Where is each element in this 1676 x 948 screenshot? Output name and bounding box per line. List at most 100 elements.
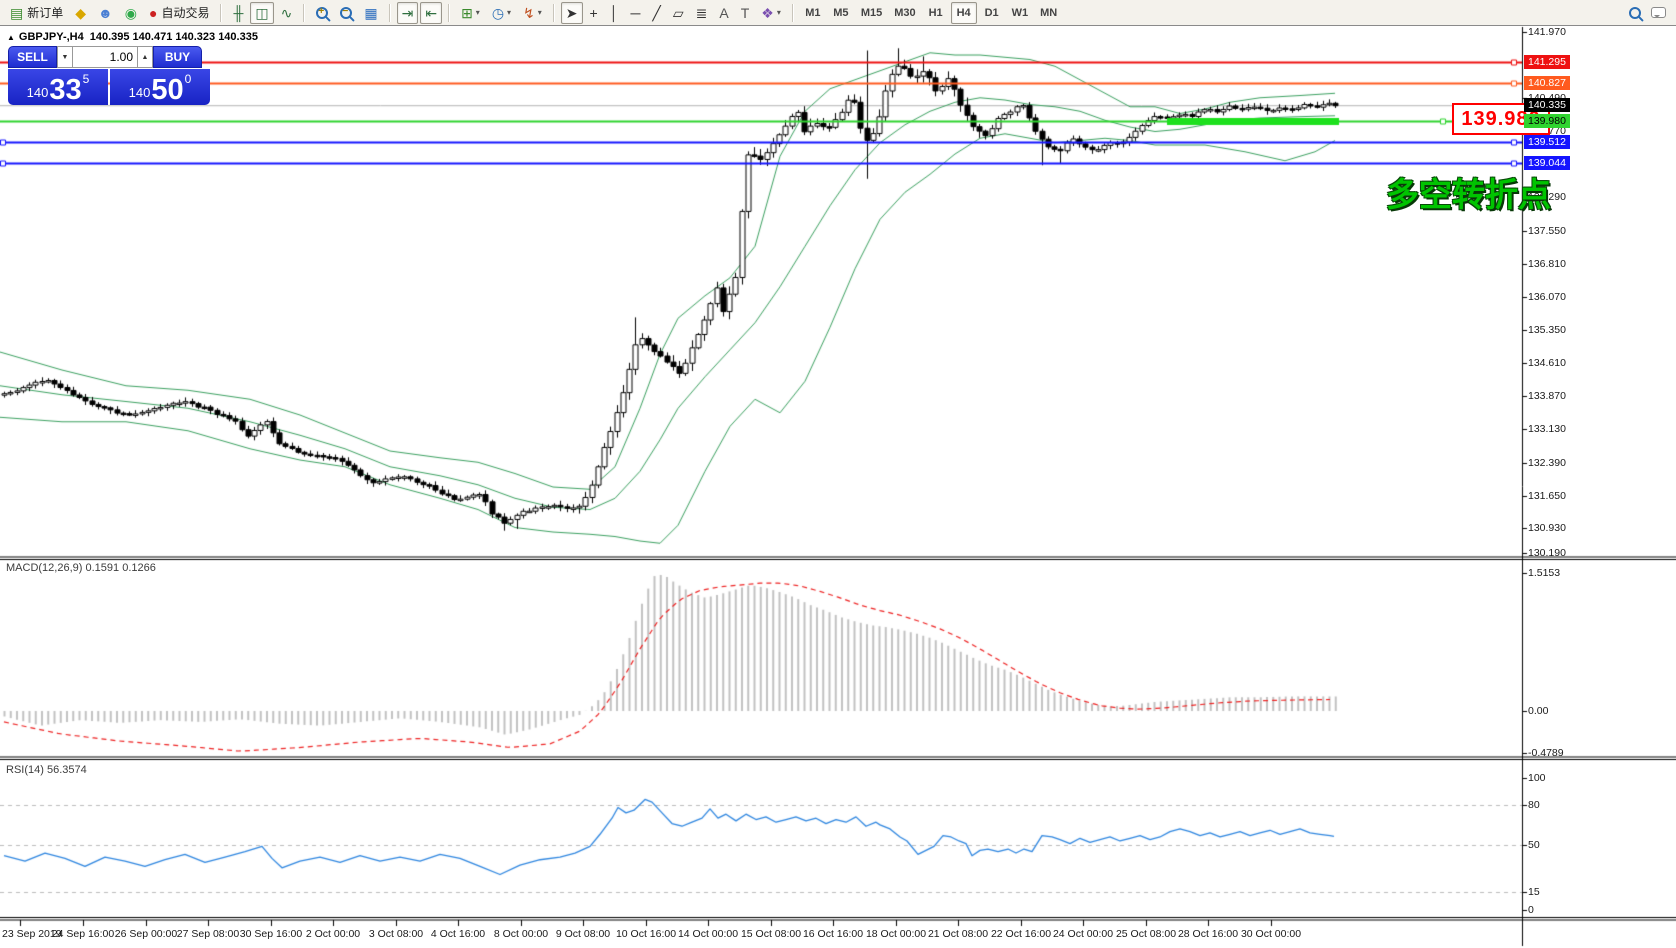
zoom-out-button[interactable] bbox=[335, 2, 357, 24]
timeframe-m5-button[interactable]: M5 bbox=[828, 2, 854, 24]
toolbar-group-4: ⊞ ▾ ◷ ▾ ↯ ▾ bbox=[455, 1, 548, 25]
chevron-down-icon: ▾ bbox=[776, 8, 781, 17]
toolbar-separator bbox=[552, 3, 555, 22]
buy-price-display[interactable]: 140 50 0 bbox=[110, 69, 210, 105]
bar-chart-icon: ╫ bbox=[233, 4, 244, 21]
trade-account-icon: ☻ bbox=[98, 4, 113, 21]
volume-decrease-button[interactable]: ▼ bbox=[57, 46, 73, 68]
horizontal-line-icon: ─ bbox=[630, 4, 641, 21]
price-axis-tick: 134.610 bbox=[1528, 356, 1566, 369]
tile-windows-button[interactable]: ▦ bbox=[359, 2, 382, 24]
trade-account-button[interactable]: ☻ bbox=[93, 2, 118, 24]
vertical-line-button[interactable]: │ bbox=[605, 2, 624, 24]
timeframe-d1-button[interactable]: D1 bbox=[979, 2, 1005, 24]
zoom-in-button[interactable] bbox=[311, 2, 333, 24]
toolbar-group-3: ⇥ ⇤ bbox=[396, 1, 443, 25]
chat-icon[interactable] bbox=[1651, 7, 1666, 18]
timeframe-w1-button[interactable]: W1 bbox=[1007, 2, 1034, 24]
search-icon[interactable] bbox=[1629, 6, 1641, 19]
indicators-button[interactable]: ↯ ▾ bbox=[518, 2, 547, 24]
chevron-down-icon: ▾ bbox=[475, 8, 480, 17]
time-axis-label: 16 Oct 16:00 bbox=[802, 928, 864, 940]
toolbar-separator bbox=[388, 3, 391, 22]
volume-increase-button[interactable]: ▲ bbox=[137, 46, 153, 68]
toolbar-separator bbox=[303, 3, 306, 22]
price-axis-tick: 132.390 bbox=[1528, 456, 1566, 469]
buy-price-pip: 0 bbox=[184, 72, 192, 86]
toolbar-group-5: ➤ + │ ─ ╱ ▱ ≣ A T ❖ ▾ bbox=[560, 1, 787, 25]
price-line-label: 139.044 bbox=[1524, 156, 1570, 171]
time-axis-label: 18 Oct 00:00 bbox=[865, 928, 927, 940]
chevron-down-icon: ▾ bbox=[507, 8, 512, 17]
toolbar-separator bbox=[448, 3, 451, 22]
collapse-icon[interactable]: ▲ bbox=[7, 33, 15, 42]
time-axis-label: 23 Sep 2019 bbox=[2, 928, 62, 940]
sell-price-main: 33 bbox=[49, 74, 82, 106]
time-axis-label: 24 Sep 16:00 bbox=[51, 928, 115, 940]
vertical-line-icon: │ bbox=[609, 4, 619, 21]
trendline-icon: ╱ bbox=[652, 4, 661, 21]
signals-button[interactable]: ◉ bbox=[120, 2, 142, 24]
rsi-value: 56.3574 bbox=[46, 764, 87, 776]
sell-button[interactable]: SELL bbox=[8, 46, 57, 68]
chevron-down-icon: ▾ bbox=[537, 8, 542, 17]
rsi-axis-label: 100 bbox=[1528, 772, 1546, 784]
line-chart-icon: ∿ bbox=[280, 4, 293, 21]
timeframe-m1-button[interactable]: M1 bbox=[800, 2, 826, 24]
market-watch-icon: ◆ bbox=[75, 4, 87, 21]
time-axis-label: 10 Oct 16:00 bbox=[615, 928, 677, 940]
trendline-button[interactable]: ╱ bbox=[647, 2, 665, 24]
crosshair-button[interactable]: + bbox=[585, 2, 603, 24]
channel-button[interactable]: ▱ bbox=[668, 2, 689, 24]
timeframe-h1-button[interactable]: H1 bbox=[923, 2, 949, 24]
text-label-button[interactable]: T bbox=[736, 2, 755, 24]
price-axis-tick: 131.650 bbox=[1528, 490, 1566, 503]
price-axis-tick: 141.970 bbox=[1528, 25, 1566, 38]
profiles-icon: ◷ bbox=[491, 4, 505, 21]
candlestick-chart-button[interactable]: ◫ bbox=[250, 1, 274, 24]
timeframe-h4-button[interactable]: H4 bbox=[950, 1, 977, 24]
bar-chart-button[interactable]: ╫ bbox=[228, 2, 248, 24]
time-axis-label: 8 Oct 00:00 bbox=[493, 928, 549, 940]
timeframe-mn-button[interactable]: MN bbox=[1035, 2, 1062, 24]
new-chart-button[interactable]: ⊞ ▾ bbox=[456, 2, 485, 24]
fibonacci-button[interactable]: ≣ bbox=[691, 2, 713, 24]
macd-axis-label: 1.5153 bbox=[1528, 567, 1561, 579]
time-axis-label: 22 Oct 16:00 bbox=[990, 928, 1052, 940]
timeframe-m30-button[interactable]: M30 bbox=[889, 2, 920, 24]
toolbar-group-0: ▤ 新订单 ◆ ☻ ◉ ● 自动交易 bbox=[4, 1, 215, 25]
text-icon: A bbox=[719, 4, 729, 21]
buy-price-main: 50 bbox=[151, 74, 184, 106]
price-line-label: 139.512 bbox=[1524, 135, 1570, 150]
symbol-period-label: GBPJPY-,H4 bbox=[18, 31, 84, 43]
volume-input[interactable] bbox=[73, 46, 137, 68]
new-order-button[interactable]: ▤ 新订单 bbox=[5, 2, 68, 24]
arrows-button[interactable]: ❖ ▾ bbox=[756, 2, 786, 24]
chinese-annotation-text[interactable]: 多空转折点 bbox=[1386, 176, 1551, 213]
toolbar-separator bbox=[220, 3, 223, 22]
toolbar-separator bbox=[791, 3, 794, 22]
new-chart-icon: ⊞ bbox=[461, 4, 473, 21]
autotrading-button-label: 自动交易 bbox=[161, 6, 210, 20]
price-axis-tick: 136.070 bbox=[1528, 291, 1566, 304]
buy-button[interactable]: BUY bbox=[153, 46, 202, 68]
line-chart-button[interactable]: ∿ bbox=[276, 2, 298, 24]
chart-shift-button[interactable]: ⇤ bbox=[420, 1, 443, 24]
autotrading-button[interactable]: ● 自动交易 bbox=[144, 2, 214, 24]
price-axis-tick: 133.870 bbox=[1528, 390, 1566, 403]
market-watch-button[interactable]: ◆ bbox=[70, 2, 91, 24]
toolbar-group-2: ▦ bbox=[310, 1, 383, 25]
horizontal-line-button[interactable]: ─ bbox=[625, 2, 645, 24]
auto-scroll-button[interactable]: ⇥ bbox=[396, 1, 419, 24]
text-button[interactable]: A bbox=[714, 2, 733, 24]
time-axis-label: 24 Oct 00:00 bbox=[1052, 928, 1114, 940]
indicators-icon: ↯ bbox=[523, 4, 535, 21]
tile-windows-icon: ▦ bbox=[364, 4, 378, 21]
cursor-button[interactable]: ➤ bbox=[560, 1, 583, 24]
sell-price-display[interactable]: 140 33 5 bbox=[8, 69, 108, 105]
profiles-button[interactable]: ◷ ▾ bbox=[487, 2, 516, 24]
buy-price-integer: 140 bbox=[128, 85, 151, 100]
timeframe-m15-button[interactable]: M15 bbox=[856, 2, 887, 24]
